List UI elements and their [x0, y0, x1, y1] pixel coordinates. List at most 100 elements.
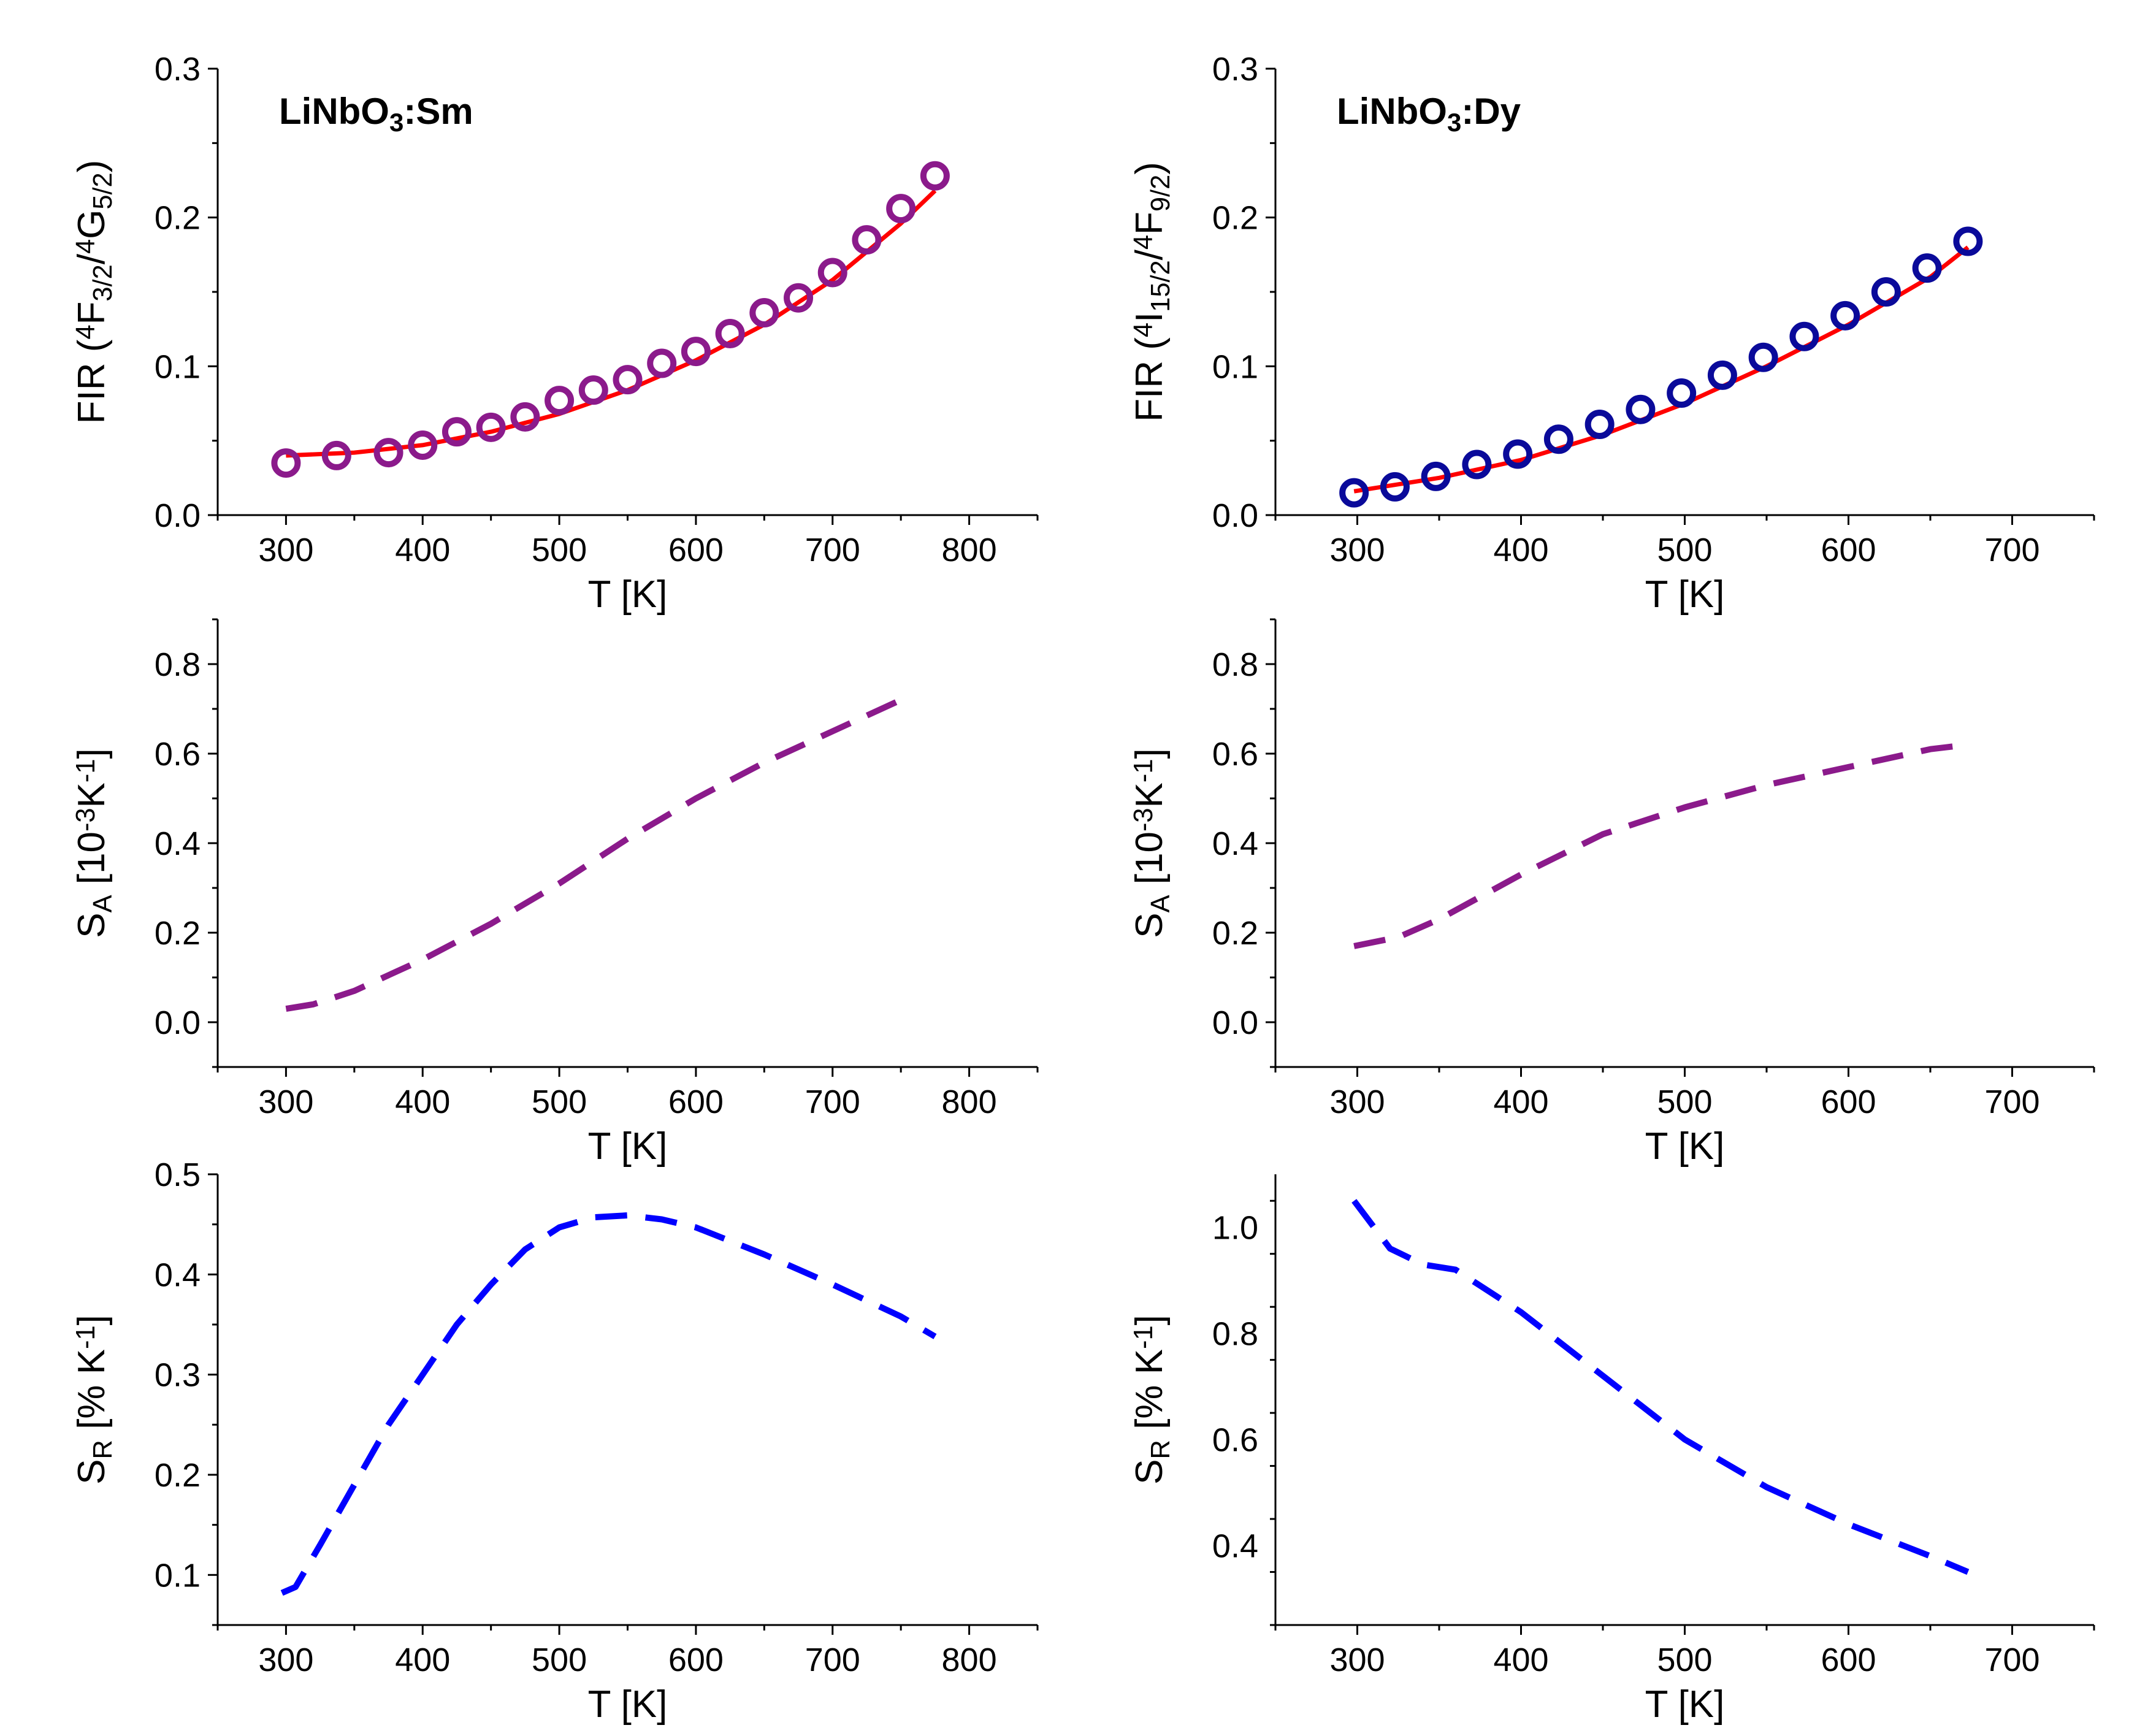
y-tick-label: 0.4 — [155, 1256, 201, 1293]
x-axis-title: T [K] — [588, 1683, 668, 1726]
y-tick-label: 0.1 — [155, 348, 201, 385]
chart-title: LiNbO3:Sm — [279, 91, 473, 137]
x-tick-label: 400 — [395, 532, 450, 568]
y-tick-label: 0.4 — [155, 825, 201, 862]
x-tick-label: 700 — [1984, 532, 2039, 568]
data-point — [1543, 424, 1573, 454]
data-point — [476, 412, 506, 442]
series-line — [1353, 741, 1968, 949]
x-axis-title: T [K] — [1645, 573, 1725, 616]
y-axis-title: SR [% K-1] — [71, 1315, 118, 1485]
x-axis-title: T [K] — [1645, 1125, 1725, 1168]
y-axis-title-part: S — [71, 912, 113, 938]
data-point — [441, 417, 472, 447]
y-axis-title-part: 3/2 — [88, 264, 118, 301]
y-axis-title-part: [% K — [1128, 1349, 1171, 1440]
y-tick-label: 0.3 — [155, 1357, 201, 1394]
x-tick-label: 400 — [1493, 532, 1548, 568]
data-point — [373, 438, 403, 468]
y-axis-title-part: K — [1128, 782, 1171, 808]
y-axis-title-part: 9/2 — [1146, 175, 1175, 212]
data-point — [408, 430, 438, 460]
y-axis-title-part: ) — [71, 160, 113, 173]
data-point — [1912, 253, 1942, 283]
x-tick-label: 400 — [1493, 1084, 1548, 1120]
x-tick-label: 300 — [258, 1084, 313, 1120]
series-line — [280, 1212, 937, 1596]
y-tick-label: 0.0 — [155, 1004, 201, 1041]
data-point — [613, 365, 643, 395]
data-point — [1380, 472, 1410, 502]
y-axis-title-part: ) — [1128, 162, 1171, 175]
y-axis-title-part: R — [1146, 1440, 1175, 1459]
y-axis-title-part: A — [88, 895, 118, 912]
x-axis-title: T [K] — [1645, 1683, 1725, 1726]
data-point — [321, 440, 351, 470]
y-axis-title-part: [10 — [71, 832, 113, 895]
data-point — [886, 194, 916, 224]
y-axis-title-part: G — [71, 210, 113, 239]
y-axis-title-part: 4 — [1129, 235, 1158, 250]
y-axis-title: SR [% K-1] — [1128, 1315, 1175, 1485]
chart-title-part: LiNbO — [279, 91, 389, 132]
y-axis-title: SA [10-3K-1] — [71, 748, 118, 938]
x-tick-label: 300 — [258, 532, 313, 568]
data-point — [852, 225, 882, 255]
y-axis-title-part: ] — [1128, 748, 1171, 759]
data-point — [920, 161, 950, 191]
x-tick-label: 500 — [1657, 1642, 1712, 1678]
y-axis-title-part: [% K — [71, 1349, 113, 1440]
data-point — [1667, 378, 1697, 408]
x-tick-label: 700 — [805, 532, 860, 568]
x-tick-label: 500 — [1657, 532, 1712, 568]
y-axis-title: FIR (4F3/2/4G5/2) — [71, 160, 118, 424]
y-axis-title-part: R — [88, 1440, 118, 1459]
y-tick-label: 0.6 — [1212, 736, 1258, 773]
y-axis-title-part: 5/2 — [88, 172, 118, 209]
data-point — [1871, 277, 1901, 307]
data-point — [784, 283, 814, 313]
y-axis-title: SA [10-3K-1] — [1128, 748, 1175, 938]
data-point — [1830, 300, 1860, 331]
chart-panel-sr-dy: 300 400 500 600 700 0.4 0.6 0.8 1.0 T [K] SR [% K-… — [1128, 1174, 2095, 1726]
data-point — [1748, 342, 1778, 372]
y-axis-title-part: / — [1128, 249, 1171, 260]
y-tick-label: 0.5 — [155, 1157, 201, 1193]
y-axis-title-part: A — [1146, 895, 1175, 912]
y-axis-title-part: ] — [1128, 1315, 1171, 1325]
x-tick-label: 400 — [1493, 1642, 1548, 1678]
y-tick-label: 0.1 — [1212, 348, 1258, 385]
y-axis-title-part: FIR ( — [71, 339, 113, 424]
y-axis-title-part: -3 — [1129, 808, 1158, 832]
y-tick-label: 0.3 — [1212, 51, 1258, 88]
y-axis-title-part: -1 — [1129, 1325, 1158, 1349]
x-axis-title: T [K] — [588, 1125, 668, 1168]
y-axis-title-part: 15/2 — [1146, 260, 1175, 312]
y-axis-title-part: S — [1128, 912, 1171, 938]
x-tick-label: 800 — [942, 532, 997, 568]
y-axis-title-part: FIR ( — [1128, 337, 1171, 422]
y-tick-label: 0.4 — [1212, 825, 1258, 862]
data-point — [1462, 449, 1492, 480]
data-point — [1339, 478, 1369, 508]
data-point — [1953, 226, 1983, 256]
y-axis-title-part: F — [71, 302, 113, 325]
x-tick-label: 300 — [1329, 1642, 1385, 1678]
y-tick-label: 0.4 — [1212, 1528, 1258, 1564]
data-point — [1584, 409, 1615, 439]
data-point — [1421, 461, 1451, 491]
chart-title-part: 3 — [389, 108, 403, 137]
y-tick-label: 0.1 — [155, 1557, 201, 1594]
y-tick-label: 0.2 — [155, 1457, 201, 1494]
data-point — [1626, 394, 1656, 424]
y-axis-title-part: K — [71, 782, 113, 808]
x-tick-label: 600 — [1821, 532, 1876, 568]
y-axis-title-part: -1 — [71, 759, 101, 782]
chart-title-part: 3 — [1447, 108, 1461, 137]
y-tick-label: 0.0 — [1212, 497, 1258, 534]
data-point — [1503, 439, 1533, 469]
x-tick-label: 500 — [532, 1642, 587, 1678]
y-tick-label: 0.8 — [1212, 646, 1258, 683]
